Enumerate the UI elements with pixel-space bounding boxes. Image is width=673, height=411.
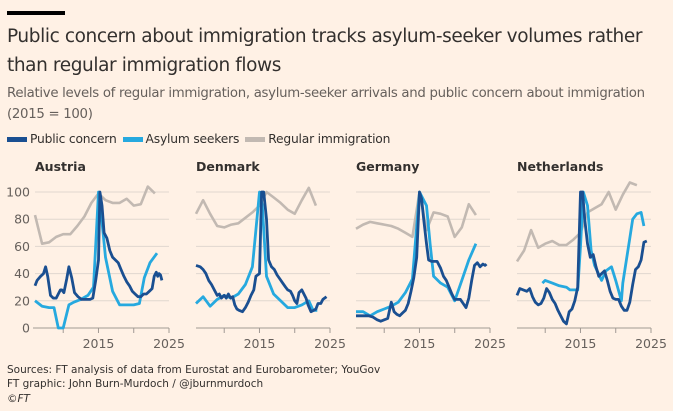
legend-label-regular-immigration: Regular immigration [268, 132, 391, 146]
legend-label-public-concern: Public concern [30, 132, 117, 146]
series-line-public-concern-germany [356, 190, 488, 323]
panel-title-denmark: Denmark [196, 159, 260, 174]
series-line-public-concern-denmark [195, 190, 328, 314]
panel-title-austria: Austria [35, 159, 86, 174]
x-tick-label-2015: 2015 [565, 336, 597, 351]
chart-subtitle: Relative levels of regular immigration, … [7, 86, 645, 122]
y-tick-label-40: 40 [14, 266, 30, 281]
series-line-regular-immigration-netherlands [515, 181, 638, 263]
legend-item-public-concern: Public concern [7, 132, 117, 146]
panel-germany: 2015 2025 [355, 190, 506, 351]
x-tick-label-2025: 2025 [314, 336, 346, 351]
sources-note: Sources: FT analysis of data from Eurost… [7, 364, 381, 376]
x-tick-label-2025: 2025 [153, 336, 185, 351]
x-tick-label-2015: 2015 [244, 336, 276, 351]
series-line-public-concern-austria [33, 190, 164, 301]
legend-item-regular-immigration: Regular immigration [245, 132, 390, 146]
series-line-regular-immigration-germany [355, 190, 477, 239]
y-tick-label-60: 60 [14, 239, 30, 254]
x-tick-label-2025: 2025 [635, 336, 667, 351]
copyright: ©FT [7, 392, 30, 405]
x-tick-label-2015: 2015 [404, 336, 436, 351]
panel-austria: 2015 2025 0 20 40 60 80 100 [6, 185, 185, 352]
series-line-asylum-seekers-austria [34, 190, 159, 330]
legend-swatch-public-concern [7, 136, 27, 142]
y-tick-label-100: 100 [6, 185, 30, 200]
legend-label-asylum-seekers: Asylum seekers [145, 132, 240, 146]
y-tick-label-0: 0 [22, 321, 30, 336]
y-tick-label-80: 80 [14, 212, 30, 227]
panel-netherlands: 2015 2025 [515, 181, 667, 351]
legend-item-asylum-seekers: Asylum seekers [122, 132, 240, 146]
series-line-regular-immigration-austria [33, 185, 156, 245]
panel-denmark: 2015 2025 [194, 186, 346, 351]
ft-brand-bar [7, 11, 65, 15]
panel-title-germany: Germany [356, 159, 420, 174]
series-line-public-concern-netherlands [515, 190, 648, 326]
x-tick-label-2015: 2015 [83, 336, 115, 351]
chart-title: Public concern about immigration tracks … [7, 26, 643, 76]
y-tick-label-20: 20 [14, 293, 30, 308]
legend-swatch-regular-immigration [245, 136, 266, 142]
legend-swatch-asylum-seekers [122, 136, 143, 142]
legend: Public concern Asylum seekers Regular im… [7, 132, 396, 146]
x-tick-label-2025: 2025 [474, 336, 506, 351]
graphic-credit: FT graphic: John Burn-Murdoch / @jburnmu… [7, 378, 264, 391]
panel-title-netherlands: Netherlands [517, 159, 604, 174]
footer: Sources: FT analysis of data from Eurost… [7, 363, 380, 406]
series-line-regular-immigration-denmark [194, 186, 318, 229]
